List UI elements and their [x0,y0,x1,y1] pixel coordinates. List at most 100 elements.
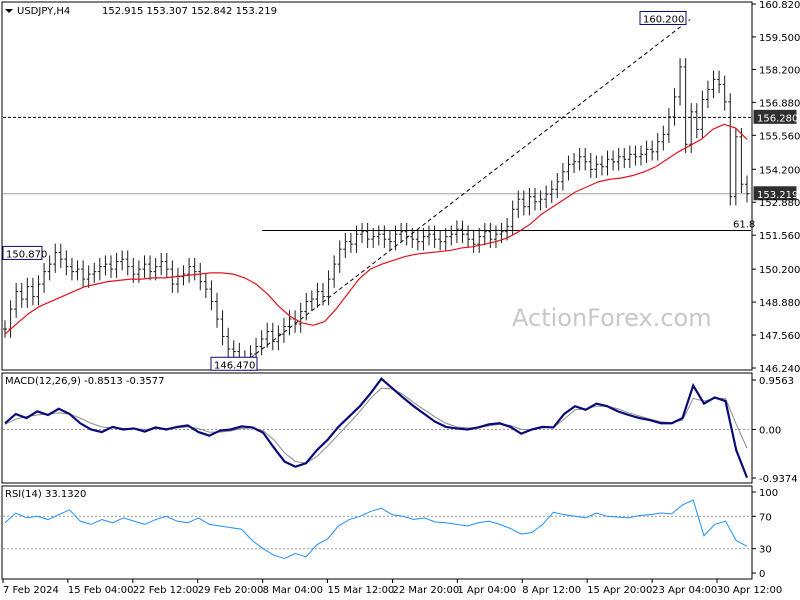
price-tick-label: 155.560 [759,131,800,142]
price-bar [666,108,671,144]
price-bar [19,282,24,308]
rsi-tick-label: 30 [759,545,772,556]
macd-tick-label: 0.00 [759,425,781,436]
price-bar [298,302,303,333]
price-bar [739,128,744,193]
svg-text:150.870: 150.870 [6,249,47,260]
price-bar [103,255,108,276]
price-bar [97,257,102,281]
price-bar [516,190,521,218]
price-bar [69,257,74,281]
time-tick-label: 7 Feb 2024 [3,585,59,596]
price-bar [616,148,621,171]
price-bar [393,225,398,251]
time-tick-label: 8 Mar 04:00 [263,585,323,596]
price-bar [477,227,482,253]
price-bar [259,330,264,356]
price-bar [399,222,404,243]
price-tick-label: 146.240 [759,364,800,375]
price-bar [683,58,688,154]
price-bar [599,155,604,176]
price-bar [14,282,19,318]
price-bar [443,227,448,251]
svg-text:156.280: 156.280 [757,113,798,124]
price-bar [555,173,560,198]
price-bar [661,125,666,151]
price-bar [371,227,376,248]
price-bar [365,222,370,248]
price-bar [404,222,409,246]
price-tick-label: 150.200 [759,265,800,276]
ohlc-readout: 152.915 153.307 152.842 153.219 [102,6,277,17]
price-bar [566,155,571,181]
time-tick-label: 22 Mar 20:00 [392,585,459,596]
price-bar [281,317,286,343]
price-bar [270,322,275,351]
price-bar [114,252,119,278]
price-bar [655,133,660,161]
time-tick-label: 23 Apr 04:00 [652,585,717,596]
rsi-tick-label: 100 [759,488,778,499]
price-bar [410,227,415,248]
price-bar [538,190,543,211]
price-bar [164,252,169,278]
price-bar [220,310,225,346]
price-bar [321,282,325,306]
price-pane [1,1,753,371]
price-bar [360,222,365,243]
price-bar [454,220,459,243]
time-tick-label: 1 Apr 04:00 [457,585,516,596]
price-bar [482,222,487,246]
price-bar [711,70,716,99]
price-bar [148,255,153,281]
price-bar [332,255,337,288]
price-bar [58,243,63,268]
price-bar [192,257,197,281]
price-bar [276,325,281,351]
price-bar [672,88,677,126]
symbol-label: USDJPY,H4 [17,6,70,17]
price-bar [594,155,599,179]
price-bar [376,225,381,246]
trend-line [244,19,691,363]
price-tick-label: 147.560 [759,331,800,342]
price-bar [728,93,733,206]
price-bar [287,310,292,336]
price-bar [187,257,192,283]
price-bar [226,327,231,358]
price-bar [611,150,616,171]
time-tick-label: 15 Feb 04:00 [68,585,134,596]
price-bar [387,230,392,251]
price-bar [588,153,593,179]
dropdown-arrow-icon[interactable] [5,9,13,13]
price-bar [53,243,58,273]
svg-text:146.470: 146.470 [214,360,255,371]
price-bar [627,145,632,169]
moving-average-line [4,123,748,335]
price-bar [142,255,147,278]
price-bar [75,260,80,281]
high-label: 160.200 [639,10,687,25]
price-bar [505,217,510,241]
price-bar [30,277,35,306]
rsi-tick-label: 70 [759,512,772,523]
price-bar [622,148,627,169]
price-bar [527,187,532,216]
price-bar [544,185,549,208]
price-bar [203,272,208,298]
price-bar [466,225,471,248]
price-bar [348,232,353,253]
price-bar [421,227,426,251]
price-bar [36,275,41,306]
time-tick-label: 15 Mar 12:00 [328,585,395,596]
price-tick-label: 152.880 [759,198,800,209]
time-tick-label: 29 Feb 20:00 [198,585,264,596]
price-bar [354,225,359,253]
price-bar [315,282,320,308]
price-tick-label: 160.820 [759,0,800,11]
rsi-title: RSI(14) 33.1320 [5,489,86,500]
current-price-tag: 153.219 [753,186,798,201]
price-bar [460,220,465,243]
price-bar [427,225,431,246]
time-tick-label: 8 Apr 12:00 [522,585,581,596]
